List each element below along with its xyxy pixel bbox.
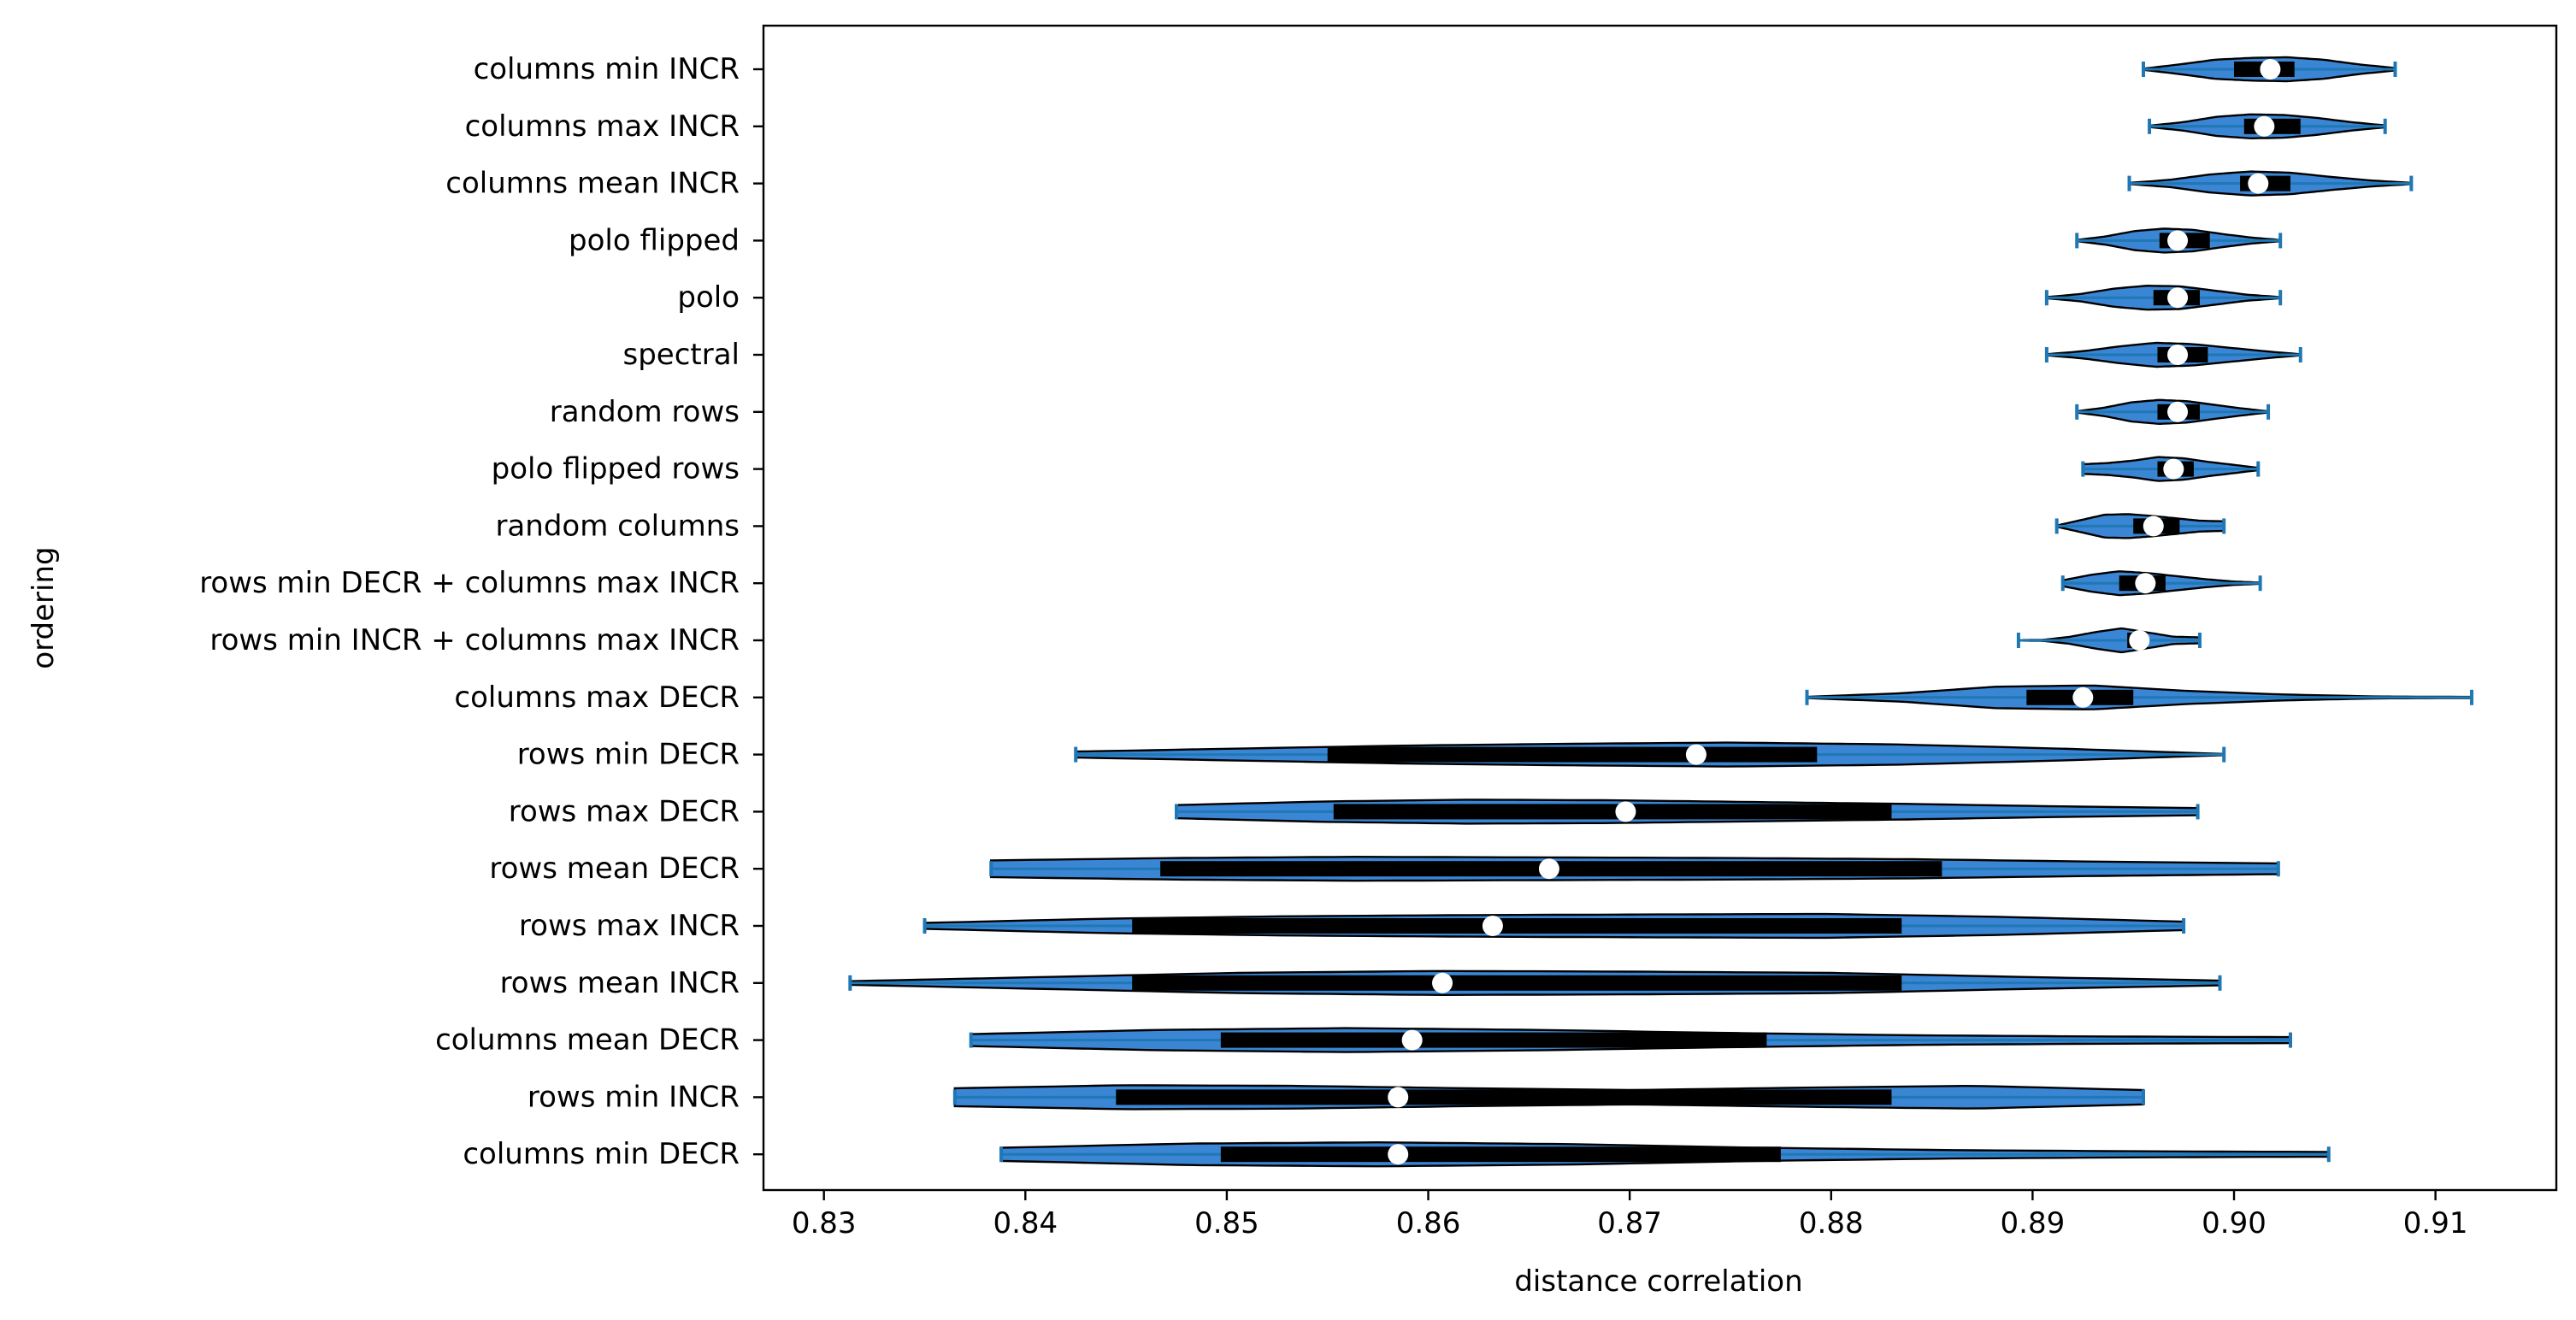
x-axis-title: distance correlation [1514, 1264, 1802, 1299]
iqr-box [1327, 746, 1818, 763]
violin-row [2141, 56, 2397, 83]
category-label: rows mean DECR [489, 852, 740, 886]
median-marker [1388, 1087, 1409, 1108]
violin-row [969, 1027, 2292, 1053]
violin-row [989, 855, 2280, 882]
median-marker [2167, 230, 2189, 251]
category-label: rows min INCR + columns max INCR [209, 623, 740, 657]
category-label: columns max DECR [454, 681, 740, 715]
x-axis-ticks: 0.83 0.84 0.85 0.86 0.87 0.88 0.89 0.90 0.91 [792, 1190, 2468, 1240]
violin-row [2044, 341, 2302, 368]
violin-row [952, 1084, 2145, 1111]
y-axis-title: ordering [27, 546, 61, 669]
category-label: random rows [550, 395, 740, 429]
x-tick-label: 0.90 [2202, 1206, 2267, 1240]
x-tick-label: 0.89 [2001, 1206, 2066, 1240]
plot-area-frame [762, 24, 2558, 1192]
category-label: polo flipped rows [492, 452, 740, 486]
median-marker [2163, 458, 2184, 480]
x-tick-label: 0.87 [1597, 1206, 1662, 1240]
category-label: rows min INCR [528, 1080, 740, 1114]
median-marker [2143, 516, 2164, 537]
median-marker [2135, 573, 2156, 594]
violin-row [2016, 627, 2202, 654]
category-labels: columns min INCR columns max INCR columns … [199, 52, 763, 1171]
median-marker [2248, 173, 2269, 194]
x-tick-label: 0.91 [2403, 1206, 2468, 1240]
median-marker [2167, 287, 2189, 309]
median-marker [1388, 1144, 1409, 1165]
category-label: columns mean INCR [445, 167, 740, 201]
violin-row [2081, 456, 2261, 482]
category-label: rows max INCR [519, 909, 740, 943]
category-label: columns mean DECR [435, 1023, 740, 1058]
x-tick-label: 0.84 [993, 1206, 1058, 1240]
x-tick-label: 0.86 [1396, 1206, 1461, 1240]
category-label: rows min DECR + columns max INCR [199, 566, 740, 600]
category-label: spectral [623, 338, 740, 372]
violin-row [2148, 113, 2387, 140]
x-tick-label: 0.88 [1799, 1206, 1864, 1240]
category-label: rows min DECR [517, 738, 740, 772]
category-label: polo [677, 280, 740, 315]
median-marker [1615, 801, 1636, 822]
category-label: columns max INCR [465, 109, 740, 144]
median-marker [1538, 858, 1559, 880]
median-marker [2260, 59, 2281, 80]
category-label: random columns [495, 509, 740, 543]
violin-row [1074, 741, 2226, 768]
median-marker [2254, 115, 2275, 137]
median-marker [1401, 1029, 1423, 1051]
violin-row [1175, 798, 2200, 825]
iqr-box [1116, 1089, 1892, 1105]
violins-layer [848, 56, 2474, 1168]
category-label: columns min DECR [463, 1137, 740, 1171]
category-label: polo flipped [569, 223, 740, 257]
iqr-box [1220, 1146, 1781, 1163]
violin-row [923, 912, 2186, 940]
median-marker [1685, 744, 1707, 765]
violin-row [2044, 284, 2283, 311]
median-marker [1432, 972, 1453, 993]
median-marker [2167, 345, 2189, 365]
x-tick-label: 0.85 [1194, 1206, 1259, 1240]
violin-row [2054, 513, 2226, 539]
median-marker [2167, 401, 2189, 422]
violin-row [1805, 684, 2474, 710]
category-label: rows max DECR [509, 794, 740, 828]
violin-row [2075, 398, 2271, 426]
violin-row [2060, 570, 2262, 597]
violin-row [848, 969, 2222, 997]
median-marker [1482, 916, 1503, 936]
iqr-box [1132, 975, 1902, 991]
violin-row [2127, 170, 2414, 197]
iqr-box [1220, 1032, 1767, 1048]
violin-row [2075, 227, 2283, 254]
category-label: rows mean INCR [500, 966, 740, 1000]
category-label: columns min INCR [474, 52, 740, 86]
median-marker [2072, 687, 2094, 708]
x-tick-label: 0.83 [792, 1206, 857, 1240]
iqr-box [1333, 804, 1892, 820]
violin-row [999, 1140, 2331, 1168]
iqr-box [1132, 918, 1902, 934]
median-marker [2129, 630, 2150, 651]
